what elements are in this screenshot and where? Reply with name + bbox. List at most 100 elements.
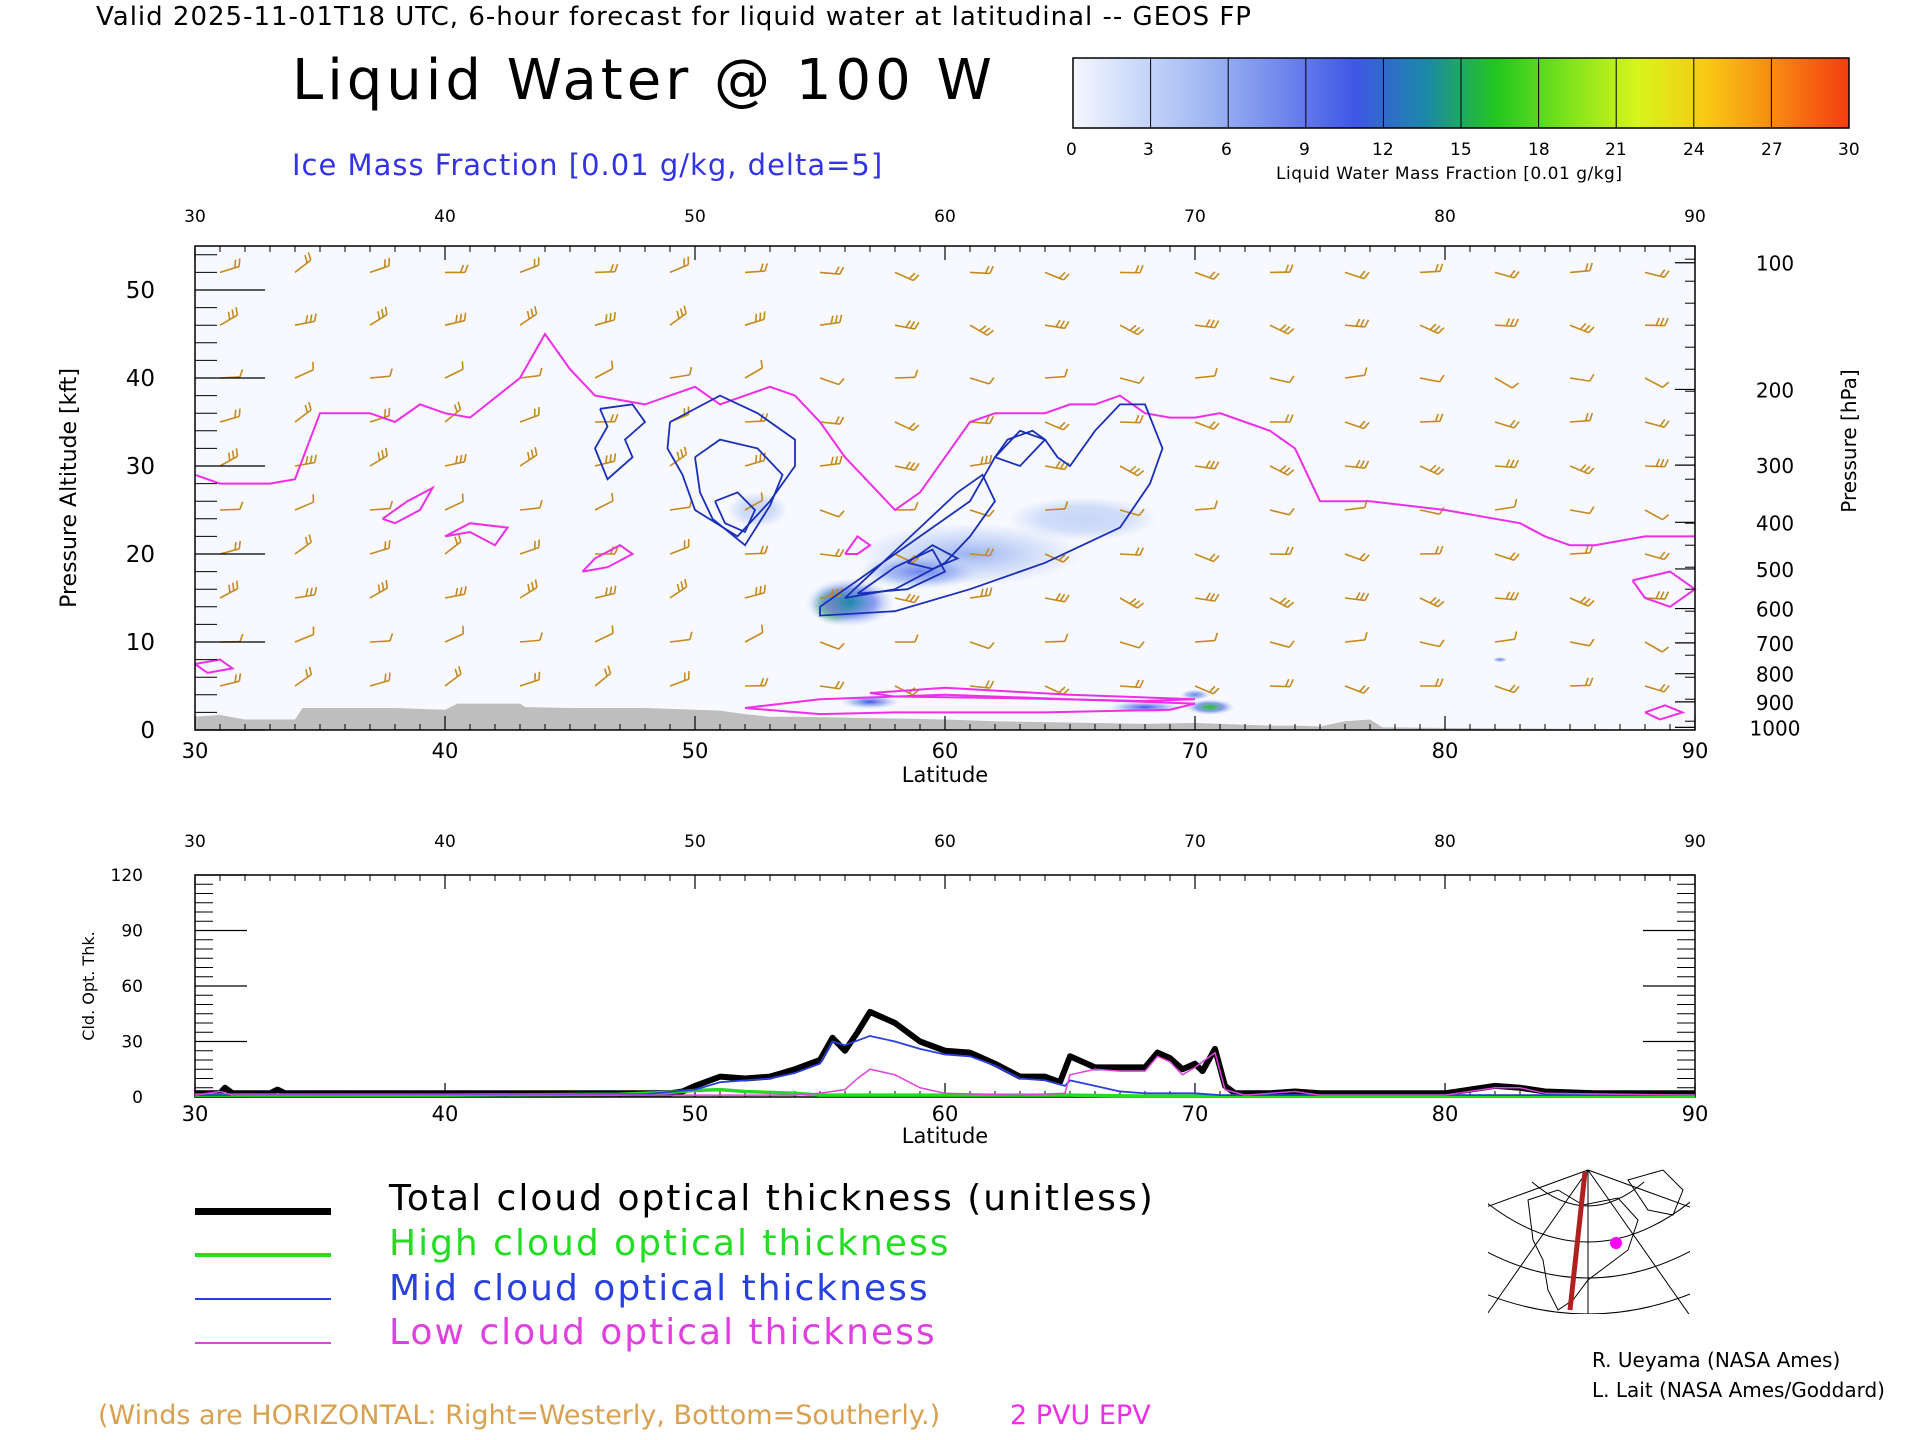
wind-barb — [1194, 421, 1220, 430]
wind-barb — [1644, 458, 1669, 468]
ice-contour — [594, 403, 647, 481]
wind-barb — [1044, 368, 1069, 379]
wind-barb — [819, 680, 845, 690]
wind-barb — [1494, 631, 1518, 643]
wind-barb — [1344, 420, 1370, 430]
wind-barb — [219, 307, 239, 326]
wind-barb — [969, 587, 993, 599]
wind-barb — [895, 634, 919, 643]
wind-barb — [594, 360, 614, 379]
series-low-line — [194, 1051, 1696, 1096]
map-cross-section — [1567, 1171, 1588, 1311]
colorbar-ticks: 0 3 6 9 12 15 18 21 24 27 30 — [1066, 140, 1860, 162]
wind-barb — [1194, 553, 1220, 563]
wind-barb — [369, 633, 394, 643]
lower-y-tick-label: 60 — [121, 977, 143, 997]
x-tick-label: 50 — [682, 739, 709, 763]
liquid-water-blob — [1185, 699, 1235, 716]
legend-low-label: Low cloud optical thickness — [389, 1312, 937, 1353]
legend-total-swatch — [195, 1208, 331, 1215]
wind-barb — [1119, 597, 1145, 609]
map-location-marker — [1610, 1237, 1622, 1249]
ice-contour — [906, 544, 960, 570]
x-axis-label: Latitude — [902, 763, 988, 787]
epv-contour — [194, 658, 236, 674]
pressure-tick-label: 100 — [1756, 252, 1794, 276]
wind-barb — [294, 361, 315, 379]
pressure-tick-label: 300 — [1756, 454, 1794, 478]
wind-barb — [1569, 373, 1595, 382]
colorbar-tick: 0 — [1066, 140, 1077, 160]
x-tick-label: 70 — [1182, 739, 1209, 763]
wind-barb — [669, 631, 693, 643]
wind-barb — [369, 447, 388, 467]
wind-barb — [1644, 509, 1670, 521]
liquid-water-blob — [1180, 689, 1210, 701]
credit-ueyama: R. Ueyama (NASA Ames) — [1592, 1348, 1841, 1372]
wind-barb — [1494, 318, 1519, 328]
wind-barb — [444, 666, 462, 687]
wind-barb — [669, 256, 690, 274]
wind-barb — [969, 641, 995, 650]
wind-barb — [744, 311, 766, 326]
wind-barb — [1194, 592, 1220, 602]
epv-contour — [444, 522, 510, 547]
wind-barb — [1644, 683, 1670, 693]
wind-barb — [444, 361, 464, 379]
wind-barb — [594, 453, 617, 467]
wind-barb — [519, 539, 541, 555]
ice-contour — [819, 403, 1164, 617]
ice-contour — [666, 394, 796, 538]
map-coastline — [1527, 1189, 1639, 1311]
lower-y-tick-label: 120 — [111, 866, 143, 886]
wind-barb — [669, 305, 687, 326]
x-tick-label: 40 — [432, 739, 459, 763]
wind-barb — [1419, 263, 1444, 274]
epv-contour — [1644, 704, 1686, 721]
pressure-tick-label: 800 — [1756, 663, 1794, 687]
wind-barb — [894, 421, 920, 432]
wind-barb — [1119, 679, 1145, 689]
wind-barb — [1419, 507, 1445, 515]
wind-barb — [1119, 547, 1144, 556]
wind-barb — [1269, 640, 1295, 648]
wind-barb — [294, 313, 317, 326]
lower-x-tick-label: 30 — [182, 1102, 209, 1126]
wind-barb — [444, 533, 462, 555]
wind-barb — [444, 586, 467, 599]
wind-barb — [1419, 413, 1444, 423]
wind-barb — [894, 271, 920, 282]
wind-barb — [744, 624, 764, 643]
wind-barb — [1119, 465, 1145, 477]
wind-barb — [969, 324, 995, 336]
wind-barb — [1569, 262, 1593, 274]
lower-y-tick-label: 0 — [132, 1088, 143, 1108]
wind-barb — [369, 306, 388, 326]
wind-barb — [1419, 374, 1445, 383]
wind-barb — [1119, 414, 1144, 424]
colorbar-tick: 9 — [1299, 140, 1310, 160]
colorbar-tick: 12 — [1372, 140, 1394, 160]
y-tick-label: 20 — [126, 542, 155, 568]
legend-low-swatch — [195, 1342, 331, 1344]
wind-barb — [444, 401, 462, 423]
wind-barb — [1419, 639, 1445, 648]
wind-barb — [519, 447, 538, 467]
wind-barb — [1569, 545, 1594, 555]
liquid-water-blob — [1007, 496, 1158, 541]
wind-barb — [1419, 323, 1445, 335]
colorbar-tick: 24 — [1683, 140, 1705, 160]
wind-barb — [369, 257, 391, 274]
y-axis-label-left: Pressure Altitude [kft] — [57, 368, 82, 608]
cloud-optical-thickness-chart: 0 30 60 90 120 Cld. Opt. Thk. 30 30 40 40 50 50 60 60… — [79, 832, 1708, 1148]
liquid-water-blob — [1492, 656, 1508, 663]
map-greenland — [1627, 1169, 1684, 1216]
lower-plot-frame — [194, 874, 1696, 1098]
wind-barb — [1569, 412, 1594, 423]
wind-barb — [744, 359, 764, 379]
wind-barb — [1119, 641, 1145, 649]
epv-contour — [869, 686, 1196, 702]
wind-barb — [819, 509, 845, 518]
wind-barb — [894, 320, 920, 330]
wind-barb — [1644, 419, 1670, 428]
